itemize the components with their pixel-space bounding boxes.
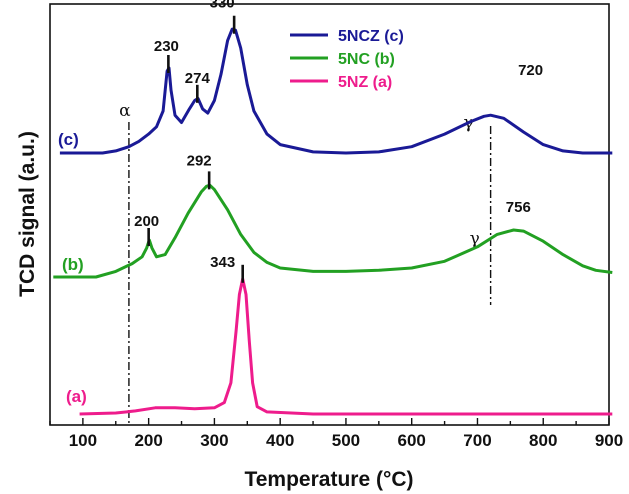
peak-label-330: 330 (210, 0, 235, 12)
x-tick-label-700: 700 (463, 431, 491, 450)
series-line-3 (79, 277, 613, 416)
x-tick-label-200: 200 (134, 431, 162, 450)
legend: 5NCZ (c) 5NC (b) 5NZ (a) (290, 28, 404, 91)
curve-tag-3: (a) (66, 387, 87, 406)
x-axis-title: Temperature (°C) (244, 468, 413, 491)
peak-labels: 230 274 330 720 200 292 756 343 (134, 0, 543, 283)
peak-label-292: 292 (187, 152, 212, 169)
x-tick-label-800: 800 (529, 431, 557, 450)
x-tick-label-900: 900 (595, 431, 623, 450)
peak-label-720: 720 (518, 62, 543, 79)
series-line-1 (59, 27, 613, 155)
peak-label-230: 230 (154, 38, 179, 55)
curve-tag-1: (c) (58, 130, 79, 149)
x-tick-label-300: 300 (200, 431, 228, 450)
plot-frame (49, 3, 610, 426)
x-tick-label-500: 500 (332, 431, 360, 450)
legend-label-2: 5NC (b) (338, 51, 395, 68)
peak-label-343: 343 (210, 254, 235, 271)
peak-label-756: 756 (506, 199, 531, 216)
peak-label-200: 200 (134, 213, 159, 230)
x-axis-ticks: 100 200 300 400 500 600 700 800 900 (49, 418, 623, 450)
y-axis-title: TCD signal (a.u.) (16, 131, 39, 297)
curve-tag-2: (b) (62, 255, 84, 274)
curve-tags: (c) (b) (a) (58, 130, 87, 406)
gamma-annotation-b: γ (470, 229, 480, 249)
legend-label-3: 5NZ (a) (338, 74, 392, 91)
legend-label-1: 5NCZ (c) (338, 28, 404, 45)
x-tick-label-400: 400 (266, 431, 294, 450)
peak-label-274: 274 (185, 70, 211, 87)
x-tick-label-100: 100 (69, 431, 97, 450)
x-tick-label-600: 600 (398, 431, 426, 450)
reference-label-1: α (119, 101, 131, 121)
